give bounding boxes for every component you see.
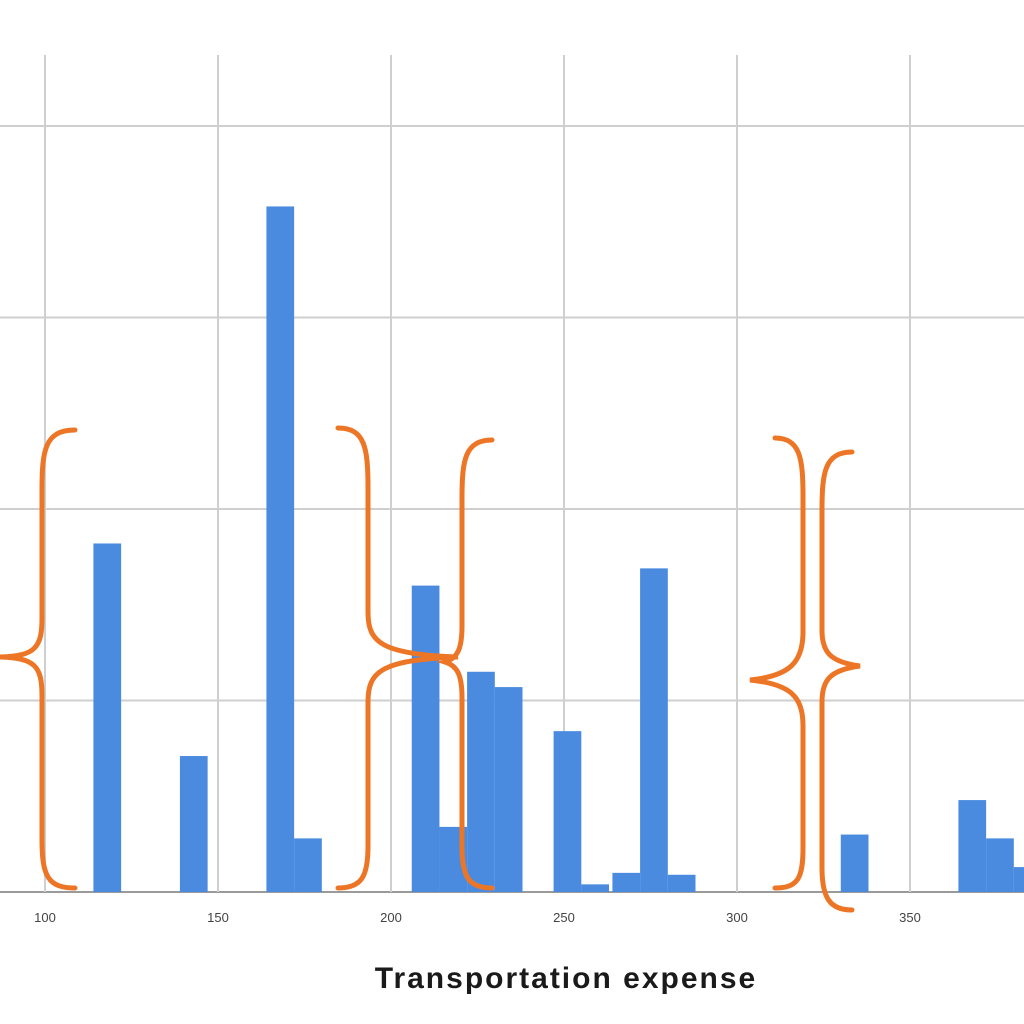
histogram-bar — [494, 687, 523, 892]
histogram-bar — [640, 568, 668, 892]
curly-bracket-5 — [819, 449, 861, 913]
histogram-bar — [411, 585, 440, 892]
histogram-bar — [266, 206, 295, 892]
x-tick-labels: 100 150 200 250 300 350 — [34, 910, 921, 925]
x-tick-label: 250 — [553, 910, 575, 925]
histogram-bar — [840, 834, 869, 892]
histogram-bar — [612, 872, 641, 892]
x-tick-label: 200 — [380, 910, 402, 925]
histogram-bar — [958, 800, 987, 892]
histogram-bar — [581, 884, 609, 892]
x-tick-label: 350 — [899, 910, 921, 925]
histogram-bar — [294, 838, 322, 892]
histogram-bar — [93, 543, 122, 892]
histogram-bar — [1013, 867, 1024, 892]
x-tick-label: 300 — [726, 910, 748, 925]
curly-bracket-4 — [749, 435, 806, 891]
x-tick-label: 150 — [207, 910, 229, 925]
histogram-bar — [667, 874, 696, 892]
x-axis-title: Transportation expense — [375, 962, 757, 995]
curly-bracket-1 — [0, 427, 78, 891]
histogram-bar — [553, 731, 582, 892]
curly-bracket-2 — [335, 425, 459, 891]
curly-bracket-3 — [436, 437, 495, 891]
histogram-bar — [986, 838, 1014, 892]
bracket-annotations — [0, 425, 861, 913]
histogram-bar — [467, 671, 495, 892]
x-tick-label: 100 — [34, 910, 56, 925]
bars — [93, 206, 1024, 892]
histogram-bar — [179, 756, 208, 892]
